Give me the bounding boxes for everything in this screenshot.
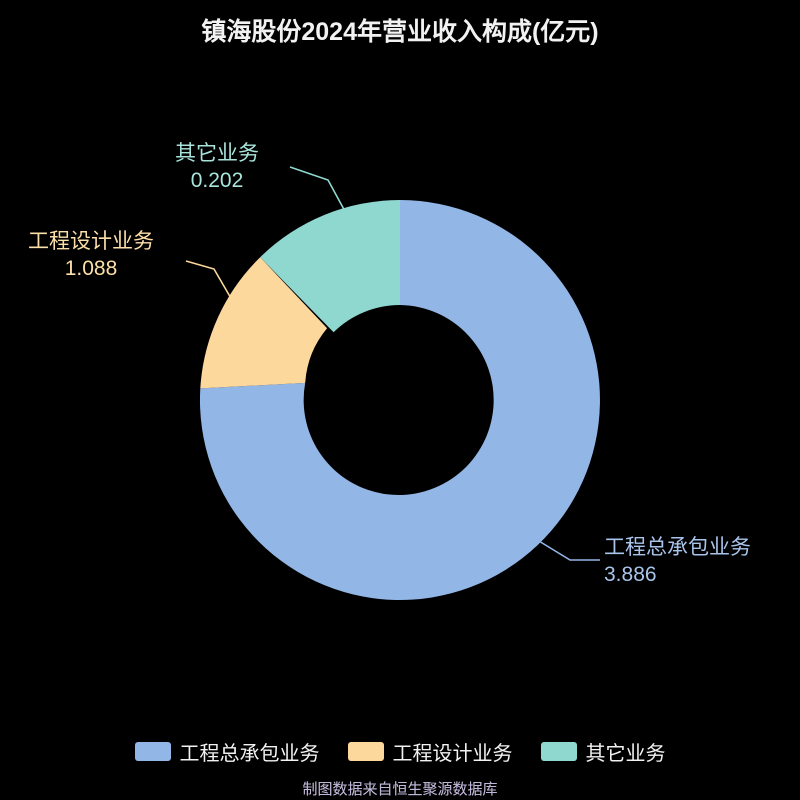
chart-footnote-watermark: 制图数据来自恒生聚源数据库	[302, 781, 498, 798]
pie-slice-design[interactable]	[200, 257, 328, 389]
slice-label-epc-value: 3.886	[604, 563, 657, 586]
chart-title: 镇海股份2024年营业收入构成(亿元)	[201, 18, 599, 46]
slice-label-epc-name: 工程总承包业务	[604, 536, 751, 559]
legend-item-design[interactable]: 工程设计业务	[347, 737, 513, 766]
slice-label-design-value: 1.088	[64, 257, 118, 280]
legend-label-epc: 工程总承包业务	[179, 743, 320, 765]
legend-label-other: 其它业务	[585, 743, 666, 765]
slice-label-epc: 工程总承包业务 3.886	[604, 534, 751, 588]
slice-label-other: 其它业务 0.202	[175, 140, 259, 194]
legend-swatch-epc	[134, 742, 171, 761]
leader-line-other	[289, 166, 348, 216]
slice-label-design-name: 工程设计业务	[28, 230, 154, 253]
legend-swatch-design	[347, 742, 384, 761]
legend-item-other[interactable]: 其它业务	[540, 737, 666, 766]
legend-label-design: 工程设计业务	[392, 743, 513, 765]
slice-label-other-name: 其它业务	[175, 142, 259, 165]
chart-footnote: 制图数据来自恒生聚源数据库	[302, 781, 498, 798]
legend-swatch-other	[540, 742, 577, 761]
leader-line-epc	[533, 537, 600, 561]
leader-line-design	[185, 260, 233, 301]
slice-label-design: 工程设计业务 1.088	[28, 228, 154, 282]
pie-slice-epc[interactable]	[199, 200, 600, 600]
chart-legend: 工程总承包业务 工程设计业务 其它业务	[0, 737, 800, 766]
pie-slice-other[interactable]	[260, 200, 400, 333]
slice-label-other-value: 0.202	[190, 169, 244, 192]
legend-item-epc[interactable]: 工程总承包业务	[134, 737, 320, 766]
